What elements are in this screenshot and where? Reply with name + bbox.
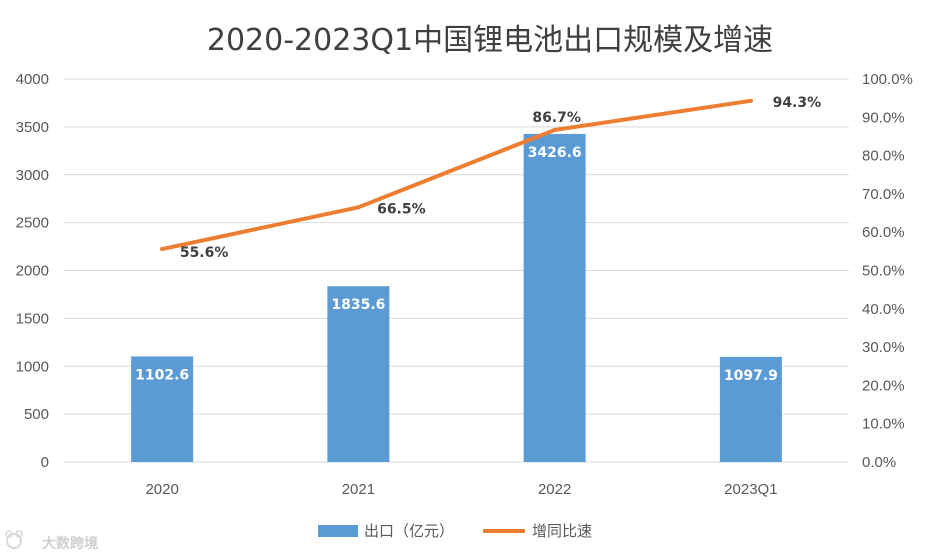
y-left-tick-label: 0 bbox=[41, 454, 49, 471]
x-tick-label: 2022 bbox=[538, 481, 571, 498]
line-point bbox=[356, 205, 361, 210]
bar-value-label: 3426.6 bbox=[528, 145, 582, 161]
bar-series: 1102.6 1835.6 3426.6 1097.9 bbox=[131, 133, 782, 462]
y-right-tick-label: 50.0% bbox=[862, 263, 905, 280]
watermark-text: 大数跨境 bbox=[42, 535, 98, 552]
line-point bbox=[552, 127, 557, 132]
y-right-tick-label: 90.0% bbox=[862, 109, 905, 126]
y-left-tick-label: 2500 bbox=[16, 215, 49, 232]
y-left-tick-label: 1500 bbox=[16, 310, 49, 327]
watermark: 大数跨境 bbox=[5, 530, 98, 552]
line-point bbox=[748, 98, 753, 103]
y-right-tick-label: 30.0% bbox=[862, 339, 905, 356]
y-left-tick-label: 2000 bbox=[16, 263, 49, 280]
y-left-tick-label: 3500 bbox=[16, 119, 49, 136]
legend-line-label: 增同比速 bbox=[532, 522, 592, 540]
y-right-tick-label: 100.0% bbox=[862, 71, 913, 88]
y-right-tick-label: 0.0% bbox=[862, 454, 896, 471]
y-right-tick-label: 80.0% bbox=[862, 148, 905, 165]
y-right-tick-label: 20.0% bbox=[862, 377, 905, 394]
y-right-tick-label: 40.0% bbox=[862, 301, 905, 318]
legend-bar-swatch bbox=[318, 525, 358, 537]
line-value-label: 94.3% bbox=[773, 95, 822, 111]
line-value-label: 86.7% bbox=[532, 110, 581, 126]
x-tick-label: 2020 bbox=[145, 481, 178, 498]
line-value-label: 66.5% bbox=[377, 201, 426, 217]
legend-bar-label: 出口（亿元） bbox=[364, 522, 454, 540]
y-left-tick-label: 1000 bbox=[16, 358, 49, 375]
y-left-tick-label: 3000 bbox=[16, 167, 49, 184]
x-tick-label: 2023Q1 bbox=[724, 481, 777, 498]
line-point bbox=[160, 247, 165, 252]
x-axis: 2020 2021 2022 2023Q1 bbox=[145, 481, 777, 498]
line-value-label: 55.6% bbox=[180, 245, 229, 261]
y-axis-left: 0 500 1000 1500 2000 2500 3000 3500 4000 bbox=[16, 71, 49, 471]
y-left-tick-label: 4000 bbox=[16, 71, 49, 88]
line-series: 55.6% 66.5% 86.7% 94.3% bbox=[160, 95, 821, 261]
series-line bbox=[160, 98, 753, 252]
x-tick-label: 2021 bbox=[342, 481, 375, 498]
bar bbox=[131, 356, 194, 462]
bar bbox=[719, 356, 782, 462]
bar-value-label: 1102.6 bbox=[135, 367, 189, 383]
gridlines bbox=[64, 78, 849, 463]
legend: 出口（亿元） 增同比速 bbox=[318, 522, 592, 540]
y-right-tick-label: 60.0% bbox=[862, 224, 905, 241]
bear-logo-icon bbox=[5, 530, 23, 549]
bar-value-label: 1835.6 bbox=[331, 297, 385, 313]
bar bbox=[327, 286, 390, 462]
chart-title: 2020-2023Q1中国锂电池出口规模及增速 bbox=[207, 23, 773, 58]
bar-value-label: 1097.9 bbox=[724, 368, 778, 384]
y-left-tick-label: 500 bbox=[24, 406, 49, 423]
y-axis-right: 0.0% 10.0% 20.0% 30.0% 40.0% 50.0% 60.0% 70.0% 8… bbox=[862, 71, 913, 471]
y-right-tick-label: 70.0% bbox=[862, 186, 905, 203]
y-right-tick-label: 10.0% bbox=[862, 416, 905, 433]
bar bbox=[523, 133, 586, 462]
